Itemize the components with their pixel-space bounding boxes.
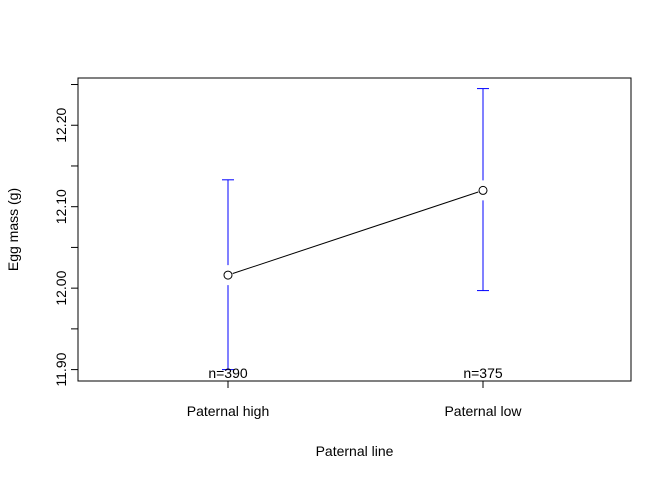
y-tick-label: 12.10: [53, 189, 69, 224]
y-ticks: 11.90 12.00 12.10 12.20: [53, 84, 78, 387]
data-points: [223, 185, 488, 280]
plot-frame: [77, 77, 632, 382]
data-point: [223, 270, 233, 280]
y-axis-label: Egg mass (g): [5, 188, 21, 271]
x-ticks: Paternal high Paternal low: [187, 381, 522, 419]
error-bars: [222, 88, 489, 371]
y-tick-label: 11.90: [53, 352, 69, 386]
y-tick-label: 12.00: [53, 270, 69, 305]
x-tick-label: Paternal low: [444, 403, 522, 419]
x-tick-label: Paternal high: [187, 403, 270, 419]
data-point: [478, 185, 488, 195]
n-label: n=375: [463, 365, 503, 381]
x-axis-label: Paternal line: [316, 443, 394, 459]
n-label: n=390: [208, 365, 248, 381]
series-line-group: [232, 191, 479, 275]
series-line: [232, 191, 479, 275]
n-labels: n=390 n=375: [208, 365, 503, 381]
y-tick-label: 12.20: [53, 108, 69, 143]
